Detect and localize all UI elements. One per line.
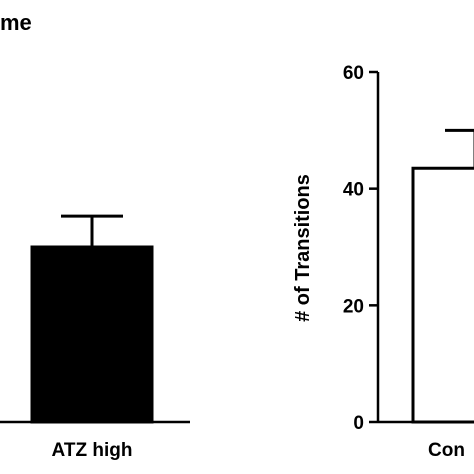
y-tick-label: 60 xyxy=(343,63,364,84)
y-tick-label: 40 xyxy=(343,180,364,201)
x-tick-label: ATZ high xyxy=(52,440,133,461)
y-tick-label: 20 xyxy=(343,296,364,317)
x-tick-label: Con xyxy=(428,440,465,461)
y-tick-label: 0 xyxy=(353,413,364,434)
bar xyxy=(411,166,474,424)
bar xyxy=(30,245,154,424)
y-axis-label: # of Transitions xyxy=(292,174,314,322)
chart-title: me xyxy=(0,10,32,35)
